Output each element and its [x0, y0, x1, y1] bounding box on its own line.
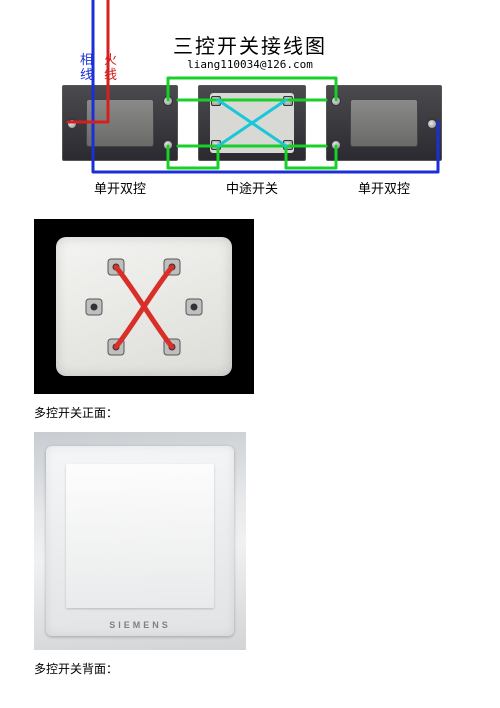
- neutral-wire-label: 相 线: [80, 52, 93, 82]
- switch-module-left: [62, 85, 178, 161]
- brand-label: SIEMENS: [34, 620, 246, 630]
- switch-module-right: [326, 85, 442, 161]
- switch-module-middle: [198, 85, 306, 161]
- caption-front: 多控开关背面：: [34, 660, 118, 677]
- diagram-title: 三控开关接线图: [0, 30, 500, 59]
- multi-switch-back-photo: [34, 219, 254, 394]
- live-wire-label: 火 线: [104, 52, 117, 82]
- caption-back: 多控开关正面：: [34, 404, 118, 421]
- module-label-left: 单开双控: [60, 178, 180, 197]
- module-label-middle: 中途开关: [192, 178, 312, 197]
- module-label-right: 单开双控: [324, 178, 444, 197]
- document-page: 三控开关接线图 liang110034@126.com 相 线 火 线 单开双控…: [0, 0, 500, 708]
- multi-switch-front-photo: SIEMENS: [34, 432, 246, 650]
- diagram-contact: liang110034@126.com: [0, 58, 500, 71]
- multi-switch-wiring: [34, 219, 254, 394]
